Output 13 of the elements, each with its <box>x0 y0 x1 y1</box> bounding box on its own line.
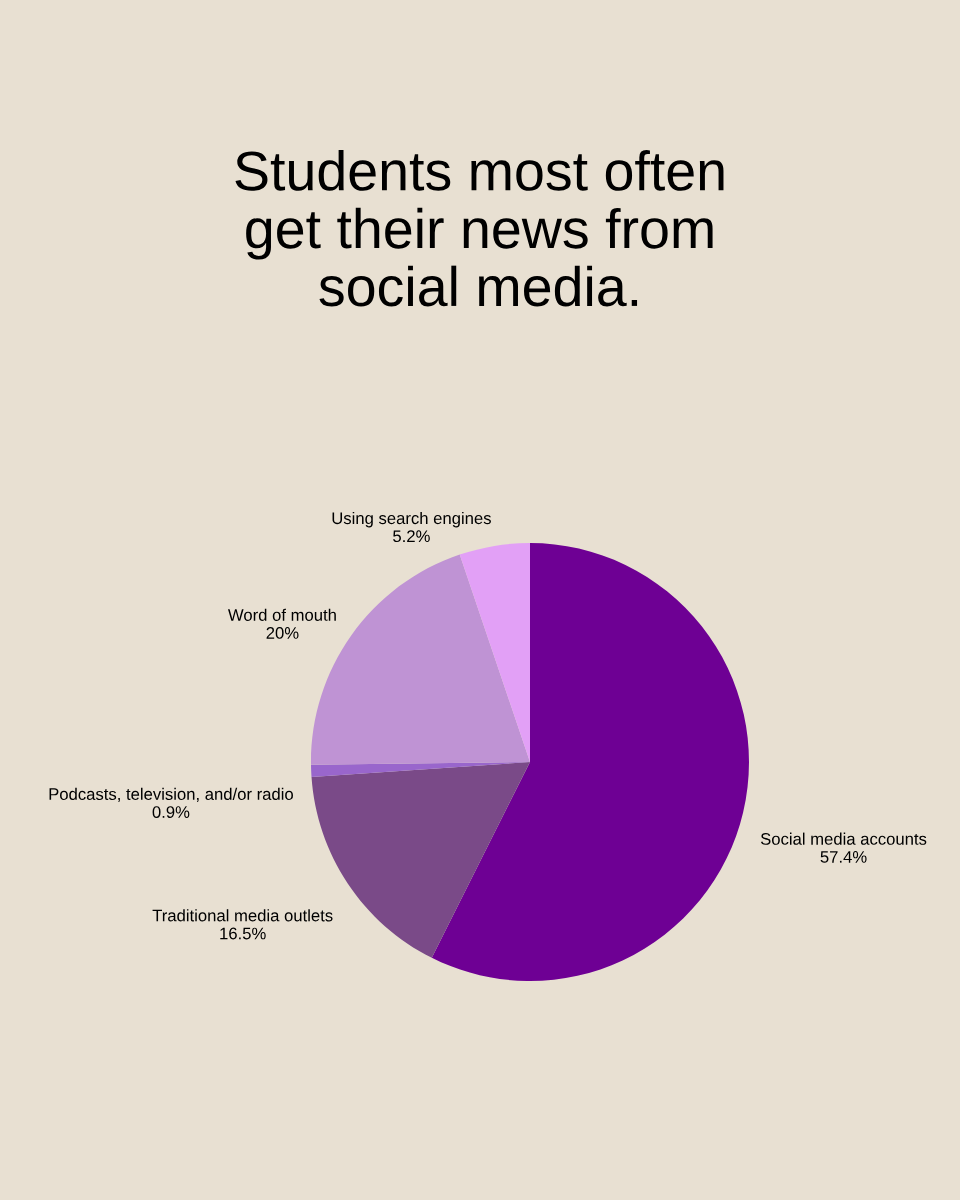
data-label: 0.9% <box>152 806 190 818</box>
slice-label: Traditional media outlets <box>152 909 333 922</box>
slice-label: Social media accounts <box>760 832 927 845</box>
pie-slice <box>431 543 749 981</box>
data-label: 16.5% <box>220 927 266 940</box>
data-label: 20% <box>266 627 299 639</box>
pie-slice <box>459 543 530 762</box>
data-label: 5.2% <box>393 530 430 543</box>
data-label: 57.4% <box>820 851 867 863</box>
slice-label: Word of mouth <box>227 608 336 621</box>
chart-title: Students most often get their news from social media. <box>235 150 724 307</box>
slice-label: Podcasts, television, and/or radio <box>49 787 293 802</box>
slice-label: Using search engines <box>332 511 491 528</box>
